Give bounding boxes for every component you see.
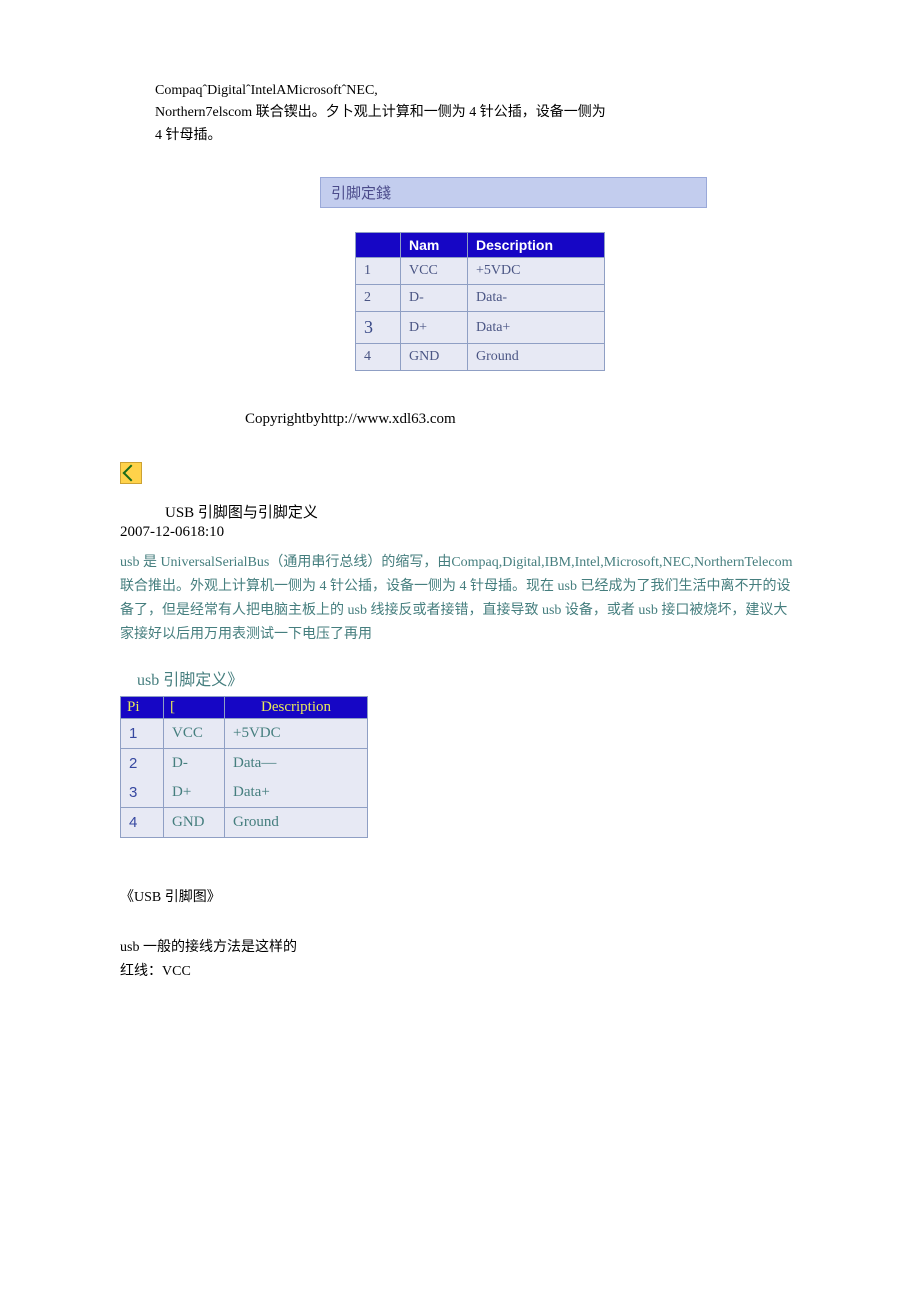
cell-desc: Data+: [225, 778, 368, 808]
cell-name: VCC: [164, 719, 225, 749]
th-pin: Pi: [121, 697, 164, 719]
table-row: 2 D- Data-: [356, 285, 605, 312]
cell-name: D-: [164, 749, 225, 779]
cell-pin: 3: [356, 312, 401, 344]
cell-name: D+: [164, 778, 225, 808]
pin-definition-header: 引脚定錢: [320, 177, 707, 208]
cell-pin: 2: [121, 749, 164, 779]
cell-name: VCC: [401, 258, 468, 285]
usb-pinout-title: 《USB 引脚图》: [120, 888, 800, 908]
cell-desc: Data+: [468, 312, 605, 344]
cell-desc: +5VDC: [468, 258, 605, 285]
th-name: Nam: [401, 233, 468, 258]
article-title: USB 引脚图与引脚定义: [165, 501, 800, 522]
table-header-row: Nam Description: [356, 233, 605, 258]
table-row: 2 D- Data—: [121, 749, 368, 779]
intro-line-3: 4 针母插。: [155, 125, 800, 147]
table-row: 4 GND Ground: [356, 344, 605, 371]
copyright-line: Copyrightbyhttp://www.xdl63.com: [245, 411, 800, 428]
th-pin: [356, 233, 401, 258]
table-row: 3 D+ Data+: [356, 312, 605, 344]
usb-pin-def-heading: usb 引脚定义》: [137, 666, 800, 690]
th-name: [: [164, 697, 225, 719]
table-header-row: Pi [ Description: [121, 697, 368, 719]
th-desc: Description: [225, 697, 368, 719]
cell-name: GND: [401, 344, 468, 371]
cell-pin: 2: [356, 285, 401, 312]
wiring-intro: usb 一般的接线方法是这样的: [120, 938, 800, 958]
table-row: 4 GND Ground: [121, 808, 368, 838]
cell-name: GND: [164, 808, 225, 838]
cell-desc: Data-: [468, 285, 605, 312]
article-date: 2007-12-0618:10: [120, 524, 800, 541]
pin-table-1: Nam Description 1 VCC +5VDC 2 D- Data- 3…: [355, 232, 605, 371]
cell-pin: 3: [121, 778, 164, 808]
cell-desc: +5VDC: [225, 719, 368, 749]
cell-name: D+: [401, 312, 468, 344]
pin-table-1-container: Nam Description 1 VCC +5VDC 2 D- Data- 3…: [355, 232, 800, 371]
cell-pin: 1: [356, 258, 401, 285]
cell-desc: Ground: [468, 344, 605, 371]
th-desc: Description: [468, 233, 605, 258]
pin-table-2-container: Pi [ Description 1 VCC +5VDC 2 D- Data— …: [120, 696, 800, 838]
cell-pin: 4: [356, 344, 401, 371]
back-arrow-icon[interactable]: [120, 462, 142, 484]
table-row: 1 VCC +5VDC: [356, 258, 605, 285]
cell-desc: Ground: [225, 808, 368, 838]
intro-paragraph: CompaqˆDigitalˆIntelAMicrosoftˆNEC, Nort…: [155, 80, 800, 147]
pin-table-2: Pi [ Description 1 VCC +5VDC 2 D- Data— …: [120, 696, 368, 838]
cell-pin: 1: [121, 719, 164, 749]
cell-pin: 4: [121, 808, 164, 838]
footer-block: 《USB 引脚图》 usb 一般的接线方法是这样的 红线：VCC: [120, 888, 800, 981]
table-row: 3 D+ Data+: [121, 778, 368, 808]
intro-line-1: CompaqˆDigitalˆIntelAMicrosoftˆNEC,: [155, 80, 800, 102]
cell-name: D-: [401, 285, 468, 312]
intro-line-2: Northern7elscom 联合锲出。夕卜观上计算和一侧为 4 针公插，设备…: [155, 102, 800, 124]
table-row: 1 VCC +5VDC: [121, 719, 368, 749]
cell-desc: Data—: [225, 749, 368, 779]
wire-red: 红线：VCC: [120, 962, 800, 982]
article-body: usb 是 UniversalSerialBus（通用串行总线）的缩写，由Com…: [120, 551, 800, 646]
